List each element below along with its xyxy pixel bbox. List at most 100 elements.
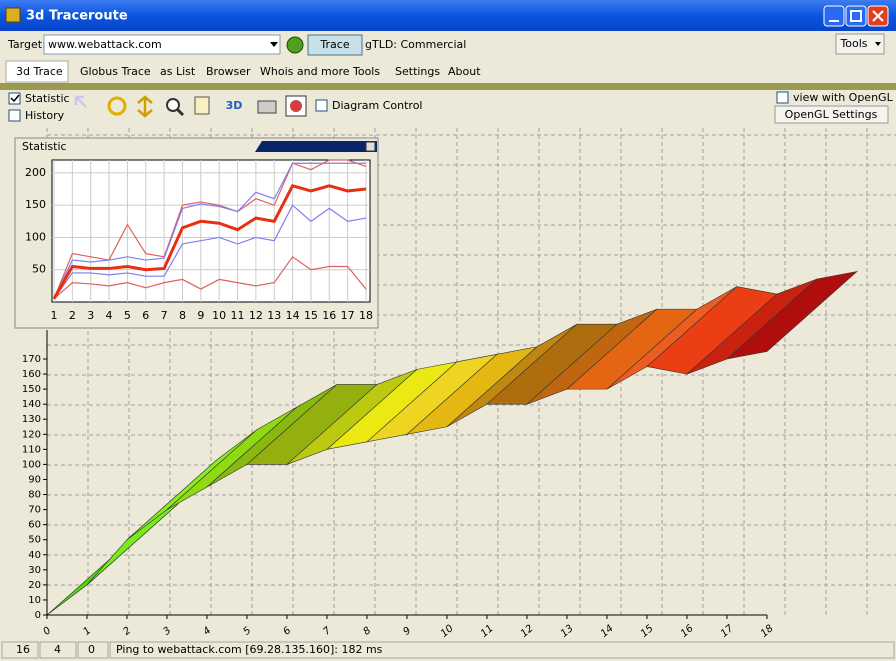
- series-line: [53, 255, 367, 300]
- y-tick-label: 130: [22, 414, 41, 425]
- y-tick-label: 0: [35, 610, 41, 621]
- y-tick-label: 140: [22, 399, 41, 410]
- x-tick-label: 13: [267, 309, 281, 322]
- statistic-checkbox[interactable]: [8, 92, 21, 105]
- x-tick-label: 1: [81, 625, 93, 638]
- target-label: Target:: [7, 38, 46, 51]
- x-tick-label: 0: [41, 625, 53, 638]
- y-tick-label: 150: [25, 198, 46, 211]
- print-icon[interactable]: [257, 100, 277, 114]
- status-count: 16: [16, 643, 30, 656]
- opengl-settings-button[interactable]: [774, 105, 889, 124]
- x-tick-label: 2: [69, 309, 76, 322]
- x-tick-label: 14: [286, 309, 300, 322]
- tools-button-label: Tools: [839, 37, 867, 50]
- x-tick-label: 10: [212, 309, 226, 322]
- history-label: History: [25, 109, 65, 122]
- zoom-handle: [175, 107, 185, 117]
- minimize-button[interactable]: [823, 5, 845, 27]
- status-cell: [77, 641, 109, 659]
- x-tick-label: 1: [51, 309, 58, 322]
- maximize-button[interactable]: [845, 5, 867, 27]
- x-tick-label: 4: [106, 309, 113, 322]
- x-tick-label: 15: [304, 309, 318, 322]
- tools-arrow: [875, 42, 881, 46]
- chart-icon-pie: [290, 100, 302, 112]
- y-tick-label: 60: [28, 520, 41, 531]
- x-tick-label: 9: [197, 309, 204, 322]
- refresh-icon[interactable]: [107, 96, 127, 116]
- x-tick-label: 3: [161, 625, 173, 638]
- series-line: [53, 162, 366, 300]
- x-tick-label: 11: [231, 309, 245, 322]
- diagram-control-label: Diagram Control: [332, 99, 423, 112]
- gtld-label: gTLD: Commercial: [365, 38, 466, 51]
- x-tick-label: 12: [249, 309, 263, 322]
- x-tick-label: 7: [161, 309, 168, 322]
- y-tick-label: 150: [22, 384, 41, 395]
- x-tick-label: 2: [121, 625, 133, 638]
- surface-patch: [725, 270, 859, 360]
- y-tick-label: 160: [22, 369, 41, 380]
- history-checkbox[interactable]: [8, 109, 21, 122]
- menu-item[interactable]: as List: [160, 65, 196, 78]
- check-mark: [10, 94, 20, 103]
- y-tick-label: 70: [28, 505, 41, 516]
- scale-icon[interactable]: [137, 95, 153, 118]
- target-value: www.webattack.com: [48, 38, 162, 51]
- status-message: Ping to webattack.com [69.28.135.160]: 1…: [116, 643, 383, 656]
- opengl-settings-label: OpenGL Settings: [785, 108, 878, 121]
- series-line: [53, 159, 367, 299]
- y-tick-label: 100: [25, 230, 46, 243]
- zoom-icon[interactable]: [166, 98, 180, 112]
- menu-item[interactable]: Globus Trace: [80, 65, 151, 78]
- menu-item[interactable]: Tools: [352, 65, 380, 78]
- window-button-glyphs: [829, 10, 884, 22]
- x-tick-label: 5: [124, 309, 131, 322]
- y-tick-label: 40: [28, 550, 41, 561]
- y-tick-label: 120: [22, 429, 41, 440]
- 3d-button[interactable]: 3D: [226, 99, 243, 112]
- target-combo[interactable]: [43, 34, 281, 55]
- trace-button-label: Trace: [319, 38, 349, 51]
- trace-button[interactable]: [307, 34, 363, 56]
- opengl-checkbox[interactable]: [776, 91, 789, 104]
- status-cell: [1, 641, 39, 659]
- y-tick-label: 170: [22, 354, 41, 365]
- menu-item[interactable]: Browser: [206, 65, 251, 78]
- page-icon[interactable]: [194, 96, 210, 115]
- statistic-label: Statistic: [25, 92, 70, 105]
- x-tick-label: 16: [322, 309, 336, 322]
- trace-icon[interactable]: [286, 36, 304, 54]
- separator-bar: [0, 83, 896, 90]
- opengl-label: view with OpenGL: [793, 91, 894, 104]
- menu-item[interactable]: Settings: [395, 65, 440, 78]
- x-tick-label: 4: [201, 625, 213, 638]
- status-cell: [39, 641, 77, 659]
- combo-arrow: [270, 42, 278, 47]
- menu-item[interactable]: Whois and more: [260, 65, 350, 78]
- menu-item[interactable]: 3d Trace: [16, 65, 63, 78]
- status-cell: [109, 641, 895, 659]
- panel-title-bar: [255, 141, 377, 152]
- y-tick-label: 10: [28, 595, 41, 606]
- pointer-icon[interactable]: [74, 95, 87, 108]
- x-tick-label: 6: [281, 625, 293, 638]
- status-count: 4: [54, 643, 61, 656]
- window-title: 3d Traceroute: [26, 9, 128, 24]
- diagram-control-checkbox[interactable]: [315, 99, 328, 112]
- y-tick-label: 90: [28, 474, 41, 485]
- y-tick-label: 100: [22, 459, 41, 470]
- x-tick-label: 17: [341, 309, 355, 322]
- y-tick-label: 50: [32, 263, 46, 276]
- panel-close[interactable]: [365, 141, 376, 152]
- tools-button[interactable]: [835, 33, 885, 55]
- status-bar: [0, 640, 896, 661]
- y-tick-label: 110: [22, 444, 41, 455]
- title-bar: [0, 0, 896, 31]
- menu-item[interactable]: About: [448, 65, 481, 78]
- x-tick-label: 5: [241, 625, 253, 638]
- y-tick-label: 30: [28, 565, 41, 576]
- y-tick-label: 20: [28, 580, 41, 591]
